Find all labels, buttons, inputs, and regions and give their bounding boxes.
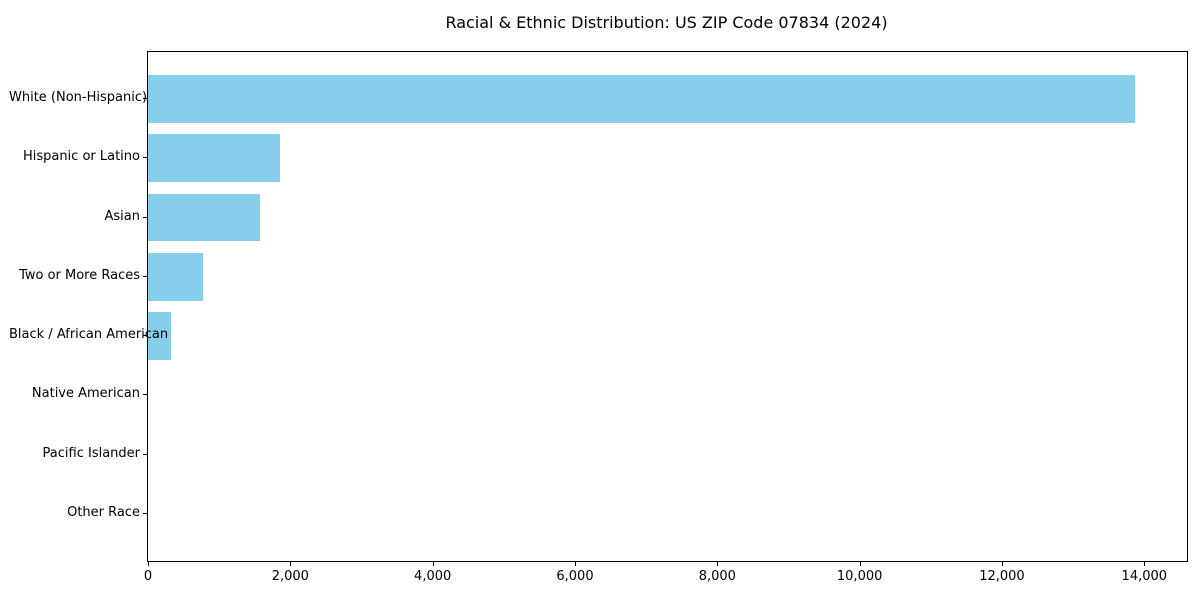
y-tick-label: Black / African American	[9, 327, 169, 343]
plot-area	[147, 51, 1188, 562]
x-tick-label: 4,000	[414, 569, 452, 584]
x-tick-mark	[574, 562, 576, 566]
x-tick-label: 12,000	[979, 569, 1025, 584]
bar	[148, 134, 281, 182]
x-tick-label: 10,000	[836, 569, 883, 584]
bar	[148, 312, 171, 360]
y-tick-label: Native American	[31, 386, 140, 402]
bar	[148, 75, 1136, 123]
y-tick-mark	[143, 97, 147, 99]
y-tick-mark	[143, 513, 147, 515]
y-tick-label: Pacific Islander	[42, 445, 140, 461]
bar	[148, 193, 260, 242]
x-tick-label: 8,000	[698, 569, 736, 584]
y-tick-label: Other Race	[67, 505, 140, 521]
y-tick-label: Two or More Races	[19, 267, 140, 283]
x-tick-mark	[290, 562, 292, 566]
x-tick-label: 14,000	[1121, 569, 1168, 584]
x-tick-mark	[432, 562, 434, 566]
y-tick-label: Asian	[104, 208, 140, 224]
chart-title: Racial & Ethnic Distribution: US ZIP Cod…	[445, 13, 888, 32]
x-tick-label: 6,000	[556, 569, 594, 584]
x-tick-label: 0	[143, 569, 153, 584]
y-tick-mark	[143, 335, 147, 337]
x-tick-mark	[717, 562, 719, 566]
bar	[148, 253, 204, 301]
x-tick-mark	[148, 562, 149, 566]
y-tick-mark	[143, 453, 147, 455]
y-tick-mark	[143, 394, 147, 396]
y-tick-mark	[143, 216, 147, 218]
y-tick-label: White (Non-Hispanic)	[9, 89, 148, 105]
x-tick-mark	[859, 562, 861, 566]
y-tick-mark	[143, 275, 147, 277]
x-tick-mark	[1001, 562, 1003, 566]
x-tick-label: 2,000	[271, 569, 309, 584]
y-tick-label: Hispanic or Latino	[22, 149, 140, 165]
x-tick-mark	[1144, 562, 1146, 566]
y-tick-mark	[143, 157, 147, 159]
